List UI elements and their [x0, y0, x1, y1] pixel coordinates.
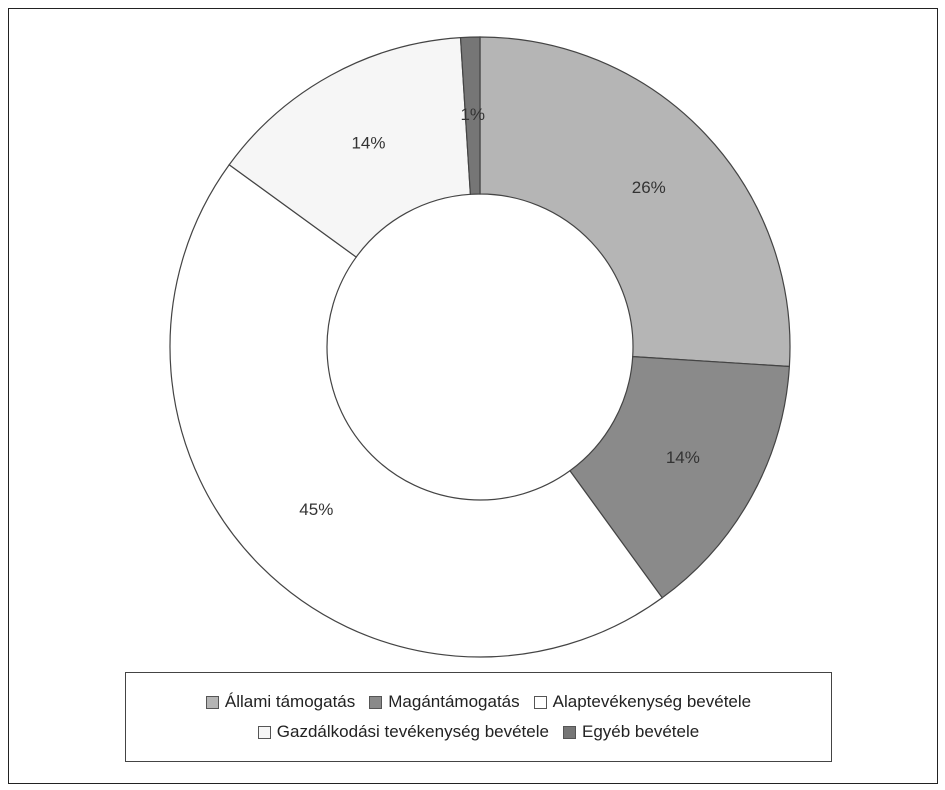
- donut-slice: [228, 36, 472, 258]
- donut-slice: [569, 355, 791, 599]
- legend-item: Gazdálkodási tevékenység bevétele: [257, 722, 549, 742]
- data-label: 26%: [632, 178, 666, 197]
- legend-label: Alaptevékenység bevétele: [552, 692, 752, 711]
- data-label: 14%: [666, 448, 700, 467]
- legend-item: Magántámogatás: [369, 692, 520, 712]
- legend-row: Gazdálkodási tevékenység bevétele Egyéb b…: [257, 722, 700, 742]
- frame: [8, 8, 938, 784]
- legend-item: Egyéb bevétele: [562, 722, 700, 742]
- legend-label: Magántámogatás: [388, 692, 520, 711]
- legend-item: Alaptevékenység bevétele: [533, 692, 752, 712]
- donut-slice: [479, 36, 791, 368]
- legend-swatch: [205, 695, 219, 709]
- legend-label: Gazdálkodási tevékenység bevétele: [276, 722, 549, 741]
- legend-swatch: [369, 695, 383, 709]
- donut-slice: [459, 36, 481, 195]
- data-label: 1%: [460, 105, 485, 124]
- legend-swatch: [257, 725, 271, 739]
- legend-row: Állami támogatás Magántámogatás Alaptevéke…: [205, 692, 752, 712]
- donut-slice: [169, 163, 664, 658]
- legend-swatch: [533, 695, 547, 709]
- data-label: 45%: [299, 500, 333, 519]
- legend-label: Egyéb bevétele: [581, 722, 700, 741]
- legend-label: Állami támogatás: [224, 692, 356, 711]
- legend: Állami támogatás Magántámogatás Alaptevéke…: [125, 672, 832, 762]
- data-label: 14%: [351, 134, 385, 153]
- legend-item: Állami támogatás: [205, 692, 356, 712]
- legend-swatch: [562, 725, 576, 739]
